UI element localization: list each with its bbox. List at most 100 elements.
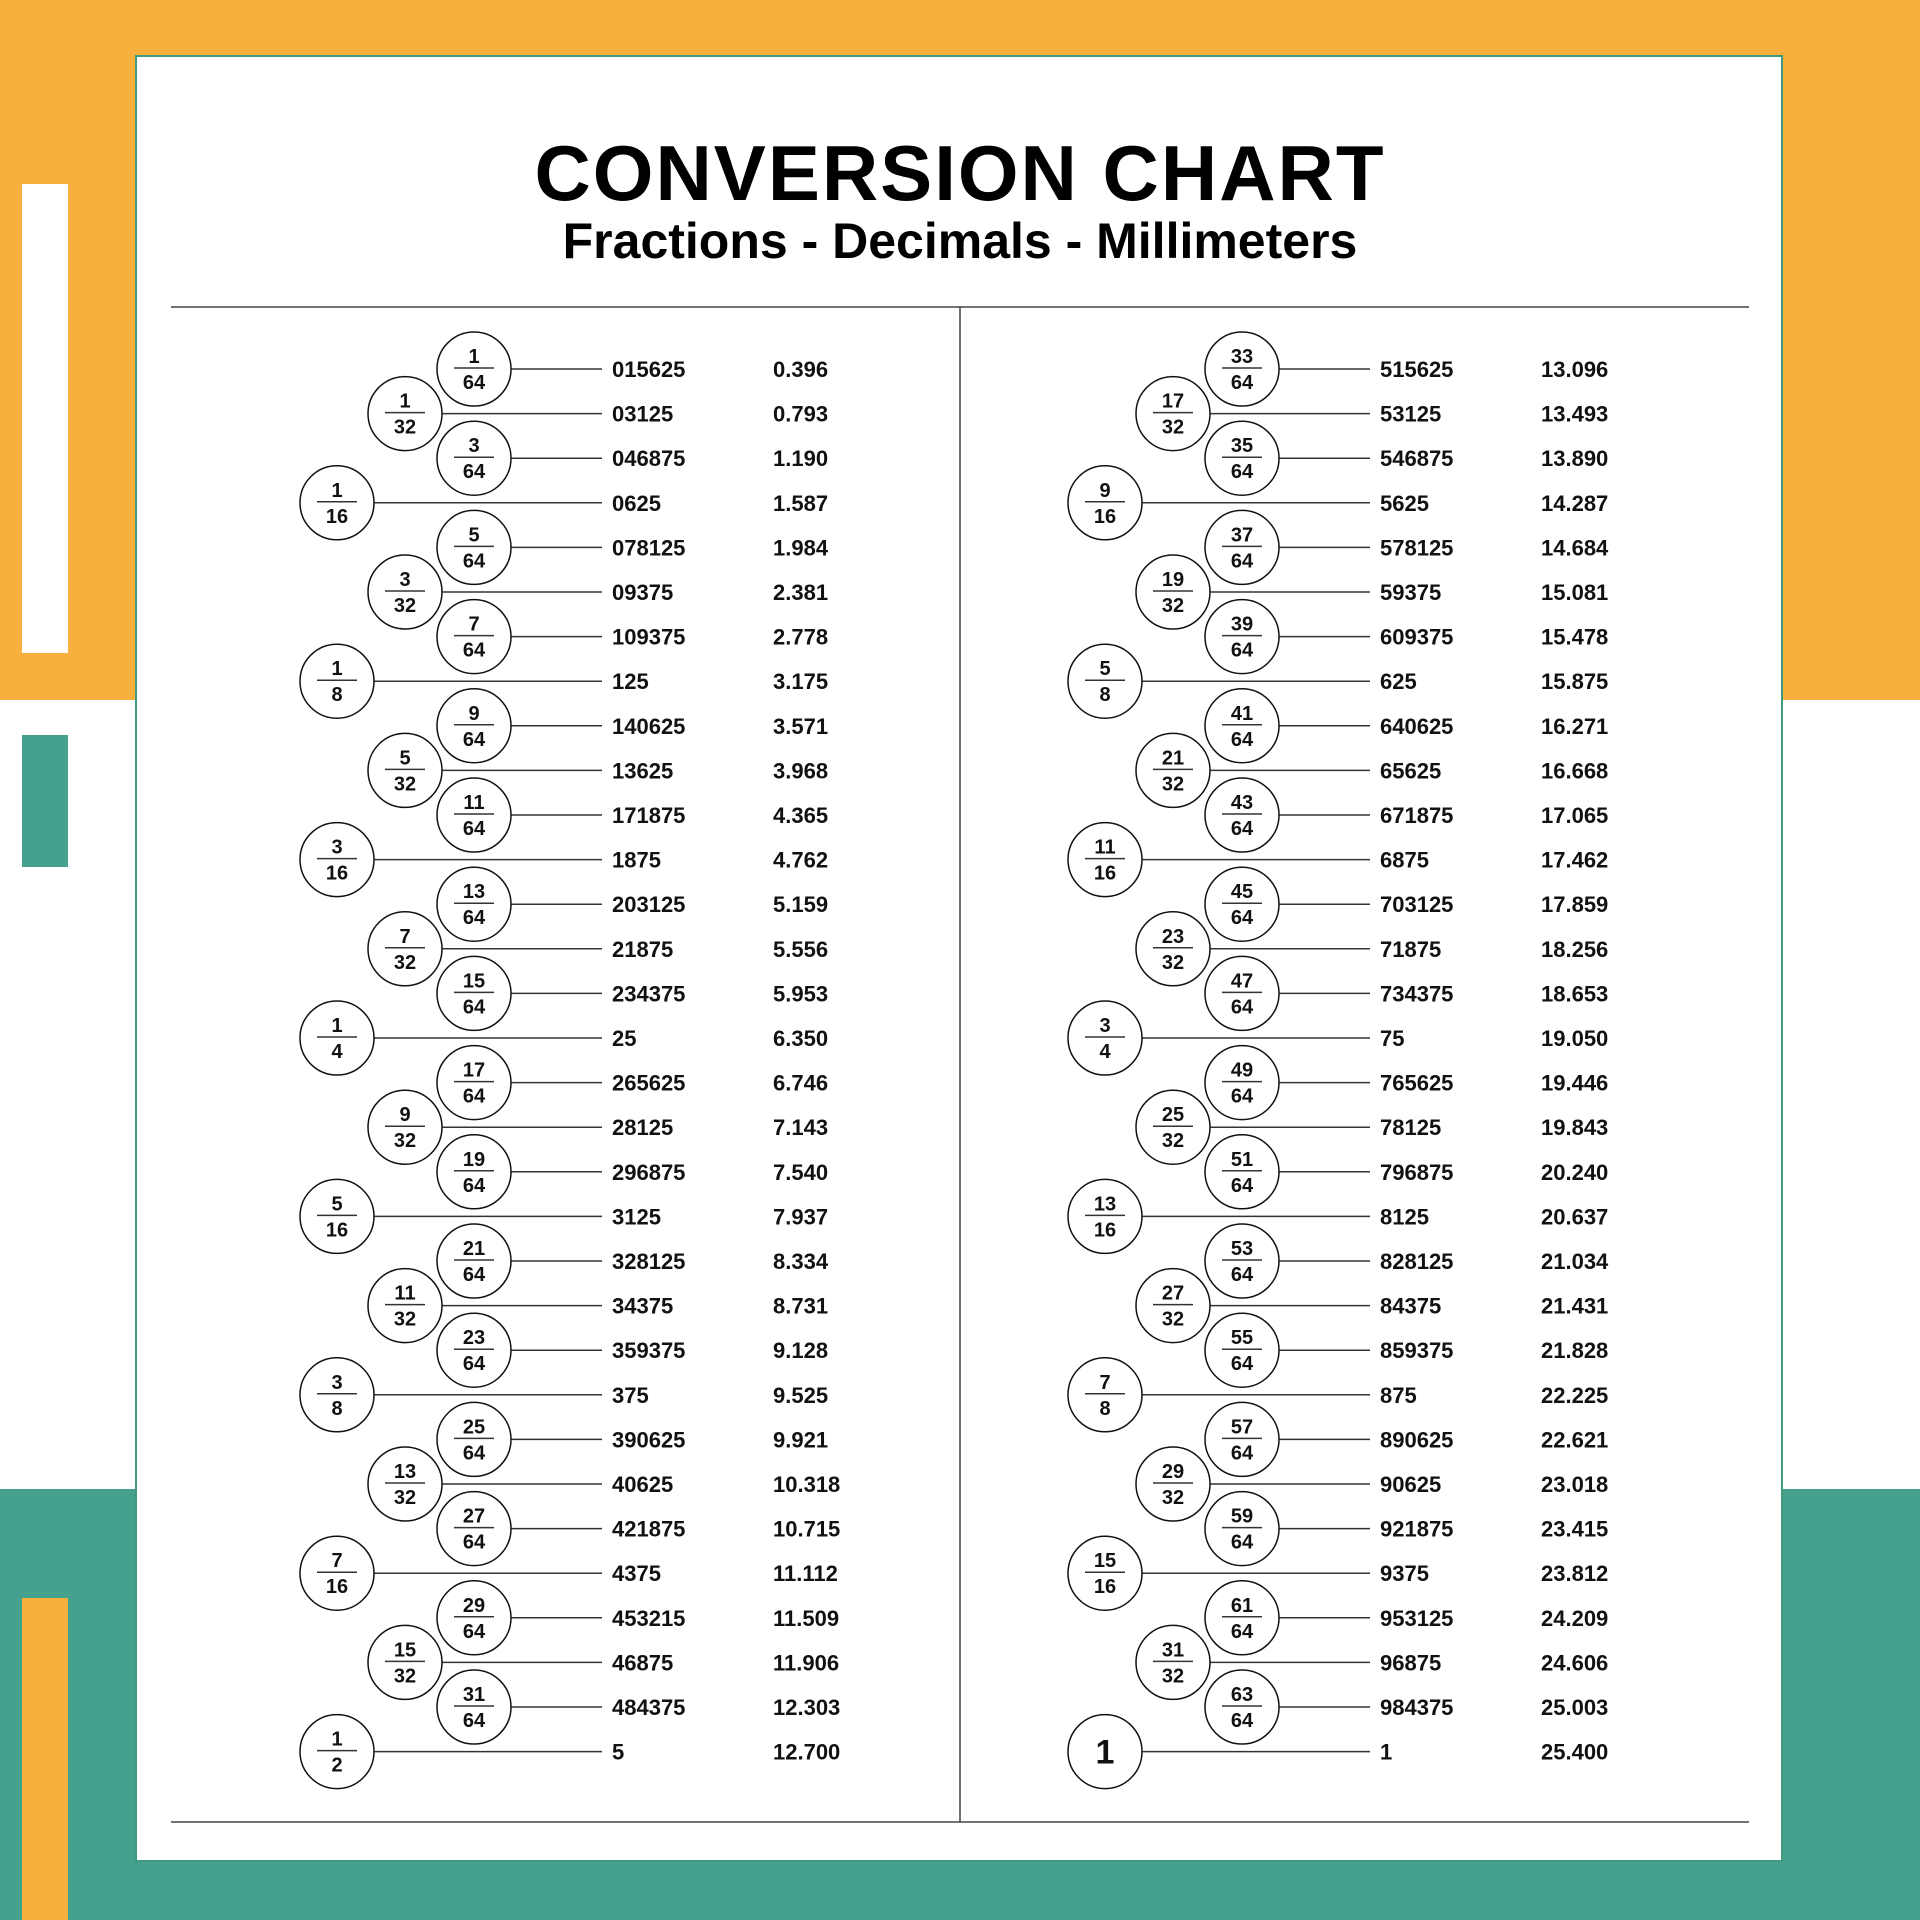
decor-bar-orange bbox=[22, 1598, 68, 1920]
mm-value: 17.065 bbox=[1541, 803, 1608, 828]
mm-value: 17.859 bbox=[1541, 892, 1608, 917]
table-row: 19 32 59375 15.081 bbox=[1135, 554, 1608, 630]
table-row: 21 64 328125 8.334 bbox=[436, 1223, 829, 1299]
table-row: 1 2 5 12.700 bbox=[299, 1713, 840, 1790]
fraction-denominator: 64 bbox=[1231, 1532, 1254, 1554]
mm-value: 2.381 bbox=[773, 580, 828, 605]
fraction-numerator: 15 bbox=[1094, 1550, 1116, 1572]
fraction-numerator: 9 bbox=[399, 1104, 410, 1126]
decimal-value: 09375 bbox=[612, 580, 673, 605]
table-row: 7 16 4375 11.112 bbox=[299, 1535, 838, 1611]
mm-value: 17.462 bbox=[1541, 848, 1608, 873]
fraction-numerator: 45 bbox=[1231, 881, 1253, 903]
fraction-denominator: 64 bbox=[463, 372, 486, 394]
table-row: 33 64 515625 13.096 bbox=[1204, 331, 1608, 407]
fraction-numerator: 11 bbox=[1094, 837, 1115, 859]
fraction-numerator: 7 bbox=[1099, 1372, 1110, 1394]
fraction-numerator: 3 bbox=[468, 435, 479, 457]
decimal-value: 328125 bbox=[612, 1249, 685, 1274]
mm-value: 15.478 bbox=[1541, 625, 1608, 650]
fraction-denominator: 32 bbox=[1162, 952, 1184, 974]
decimal-value: 796875 bbox=[1380, 1160, 1453, 1185]
fraction-circle bbox=[367, 1267, 443, 1344]
mm-value: 21.828 bbox=[1541, 1338, 1608, 1363]
fraction-denominator: 64 bbox=[463, 729, 486, 751]
fraction-denominator: 32 bbox=[1162, 773, 1184, 795]
mm-value: 11.906 bbox=[773, 1650, 839, 1675]
mm-value: 8.731 bbox=[773, 1294, 828, 1319]
table-row: 31 32 96875 24.606 bbox=[1135, 1624, 1608, 1701]
mm-value: 15.081 bbox=[1541, 580, 1608, 605]
fraction-circle bbox=[1135, 1624, 1211, 1701]
fraction-whole: 1 bbox=[1096, 1734, 1115, 1772]
fraction-circle bbox=[1204, 331, 1280, 407]
mm-value: 0.793 bbox=[773, 402, 828, 427]
fraction-numerator: 57 bbox=[1231, 1416, 1253, 1438]
mm-value: 1.984 bbox=[773, 535, 829, 560]
fraction-numerator: 59 bbox=[1231, 1506, 1253, 1528]
table-row: 3 64 046875 1.190 bbox=[436, 420, 828, 496]
mm-value: 18.653 bbox=[1541, 981, 1608, 1006]
fraction-numerator: 23 bbox=[1162, 926, 1184, 948]
mm-value: 4.365 bbox=[773, 803, 828, 828]
table-row: 9 64 140625 3.571 bbox=[436, 688, 828, 764]
fraction-circle bbox=[299, 643, 375, 719]
fraction-circle bbox=[299, 1713, 375, 1790]
decimal-value: 296875 bbox=[612, 1160, 685, 1185]
decimal-value: 90625 bbox=[1380, 1472, 1441, 1497]
fraction-circle bbox=[1135, 1267, 1211, 1344]
table-row: 19 64 296875 7.540 bbox=[436, 1134, 828, 1210]
mm-value: 7.937 bbox=[773, 1204, 828, 1229]
fraction-circle bbox=[1204, 688, 1280, 764]
fraction-numerator: 31 bbox=[1162, 1639, 1184, 1661]
table-row: 11 16 6875 17.462 bbox=[1067, 821, 1608, 898]
decimal-value: 765625 bbox=[1380, 1071, 1453, 1096]
fraction-circle bbox=[1067, 1357, 1143, 1433]
table-row: 25 32 78125 19.843 bbox=[1135, 1089, 1608, 1165]
fraction-circle bbox=[436, 420, 512, 496]
fraction-circle bbox=[1204, 598, 1280, 675]
mm-value: 13.096 bbox=[1541, 357, 1608, 382]
fraction-numerator: 3 bbox=[331, 1372, 342, 1394]
fraction-numerator: 13 bbox=[463, 881, 485, 903]
fraction-circle bbox=[299, 465, 375, 541]
fraction-circle bbox=[1135, 732, 1211, 809]
table-row: 7 8 875 22.225 bbox=[1067, 1357, 1608, 1433]
fraction-circle bbox=[1204, 1669, 1280, 1745]
fraction-numerator: 27 bbox=[463, 1506, 485, 1528]
decimal-value: 96875 bbox=[1380, 1650, 1441, 1675]
fraction-numerator: 61 bbox=[1231, 1595, 1253, 1617]
decimal-value: 953125 bbox=[1380, 1606, 1453, 1631]
table-row: 29 32 90625 23.018 bbox=[1135, 1446, 1608, 1522]
fraction-numerator: 1 bbox=[331, 658, 342, 680]
mm-value: 9.128 bbox=[773, 1338, 828, 1363]
fraction-numerator: 3 bbox=[331, 837, 342, 859]
fraction-circle bbox=[1204, 1401, 1280, 1478]
decimal-value: 125 bbox=[612, 669, 649, 694]
fraction-denominator: 32 bbox=[1162, 595, 1184, 617]
decimal-value: 28125 bbox=[612, 1115, 673, 1140]
decimal-value: 5 bbox=[612, 1740, 624, 1765]
fraction-circle bbox=[367, 375, 443, 452]
decimal-value: 453215 bbox=[612, 1606, 685, 1631]
decimal-value: 375 bbox=[612, 1383, 649, 1408]
mm-value: 18.256 bbox=[1541, 937, 1608, 962]
fraction-denominator: 64 bbox=[463, 461, 486, 483]
fraction-circle bbox=[1067, 643, 1143, 719]
fraction-denominator: 16 bbox=[326, 863, 348, 885]
table-row: 1 4 25 6.350 bbox=[299, 1000, 828, 1076]
mm-value: 22.225 bbox=[1541, 1383, 1608, 1408]
fraction-denominator: 32 bbox=[1162, 1487, 1184, 1509]
fraction-circle bbox=[1204, 1223, 1280, 1299]
fraction-numerator: 11 bbox=[463, 792, 484, 814]
decimal-value: 640625 bbox=[1380, 714, 1453, 739]
decimal-value: 859375 bbox=[1380, 1338, 1453, 1363]
fraction-circle bbox=[1204, 420, 1280, 496]
fraction-numerator: 5 bbox=[331, 1193, 342, 1215]
fraction-circle bbox=[436, 955, 512, 1032]
mm-value: 9.525 bbox=[773, 1383, 828, 1408]
fraction-denominator: 32 bbox=[394, 1309, 416, 1331]
fraction-denominator: 32 bbox=[394, 595, 416, 617]
table-row: 5 16 3125 7.937 bbox=[299, 1178, 828, 1255]
fraction-denominator: 8 bbox=[331, 684, 342, 706]
